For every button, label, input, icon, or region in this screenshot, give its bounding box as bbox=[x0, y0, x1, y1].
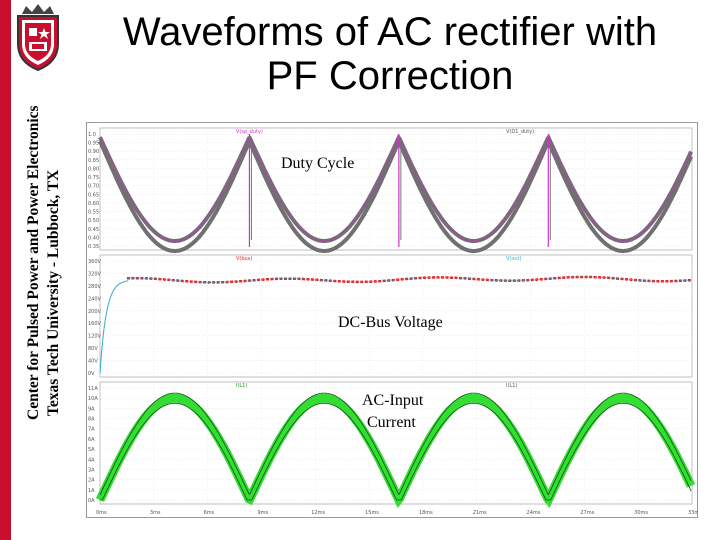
y-tick-label: 0.60 bbox=[88, 201, 99, 207]
y-tick-label: 120V bbox=[88, 334, 102, 340]
legend-entry: V(sp_duty) bbox=[236, 129, 263, 135]
y-tick-label: 200V bbox=[88, 309, 102, 315]
ac-input-current-label-line2: Current bbox=[367, 414, 416, 431]
y-tick-label: 0.75 bbox=[88, 175, 99, 181]
y-tick-label: 0.90 bbox=[88, 149, 99, 155]
y-tick-label: 6A bbox=[88, 437, 95, 443]
ac-input-current-label-line1: AC-Input bbox=[362, 392, 424, 409]
waveform-chart: 1.0 0.95 0.90 0.85 0.80 0.75 0.70 0.65 0.60 0.55 0… bbox=[86, 122, 702, 518]
slide-title-line2: PF Correction bbox=[266, 54, 514, 98]
legend-entry: V(bus) bbox=[236, 256, 252, 262]
duty-cycle-trace-lower bbox=[98, 137, 693, 253]
y-tick-label: 0V bbox=[88, 371, 95, 377]
y-tick-label: 160V bbox=[88, 321, 102, 327]
y-tick-label: 360V bbox=[88, 259, 102, 265]
x-tick-label: 27ms bbox=[580, 510, 594, 516]
waveform-chart-svg: 1.0 0.95 0.90 0.85 0.80 0.75 0.70 0.65 0.60 0.55 0… bbox=[86, 122, 702, 518]
x-tick-label: 9ms bbox=[257, 510, 268, 516]
y-tick-label: 0.55 bbox=[88, 210, 99, 216]
y-tick-label: 40V bbox=[88, 359, 98, 365]
y-tick-label: 1.0 bbox=[88, 132, 96, 138]
y-tick-label: 0.40 bbox=[88, 235, 99, 241]
x-tick-label: 12ms bbox=[311, 510, 325, 516]
x-tick-label: 18ms bbox=[419, 510, 433, 516]
y-tick-label: 8A bbox=[88, 417, 95, 423]
legend-entry: I(L1) bbox=[236, 383, 247, 389]
slide-title: Waveforms of AC rectifier with PF Correc… bbox=[80, 10, 700, 98]
x-tick-label: 33ms bbox=[688, 510, 698, 516]
university-seal-logo bbox=[12, 4, 64, 72]
y-tick-label: 4A bbox=[88, 457, 95, 463]
sidebar-vertical-caption: Center for Pulsed Power and Power Electr… bbox=[14, 72, 74, 422]
y-tick-label: 2A bbox=[88, 478, 95, 484]
x-tick-label: 30ms bbox=[634, 510, 648, 516]
y-tick-label: 0.65 bbox=[88, 192, 99, 198]
y-tick-label: 0.70 bbox=[88, 184, 99, 190]
sidebar: Center for Pulsed Power and Power Electr… bbox=[0, 0, 75, 540]
y-tick-label: 0.95 bbox=[88, 141, 99, 147]
x-tick-label: 3ms bbox=[150, 510, 161, 516]
y-tick-label: 80V bbox=[88, 346, 98, 352]
y-tick-label: 0.35 bbox=[88, 244, 99, 250]
legend-entry: I(L1) bbox=[506, 383, 517, 389]
chart-panel-1 bbox=[99, 254, 693, 378]
y-tick-label: 320V bbox=[88, 271, 102, 277]
x-tick-label: 15ms bbox=[365, 510, 379, 516]
sidebar-caption-line1: Center for Pulsed Power and Power Electr… bbox=[25, 105, 42, 420]
y-tick-label: 240V bbox=[88, 296, 102, 302]
x-tick-label: 24ms bbox=[527, 510, 541, 516]
y-tick-label: 0.85 bbox=[88, 158, 99, 164]
y-tick-label: 3A bbox=[88, 467, 95, 473]
x-tick-label: 6ms bbox=[204, 510, 215, 516]
y-tick-label: 0.45 bbox=[88, 227, 99, 233]
ac-current-band bbox=[95, 393, 696, 508]
legend-entry: V(out) bbox=[506, 256, 522, 262]
y-tick-label: 0.50 bbox=[88, 218, 99, 224]
duty-cycle-trace-magenta bbox=[99, 136, 692, 242]
y-tick-label: 11A bbox=[88, 386, 98, 392]
legend-entry: V(D1_duty) bbox=[506, 129, 534, 135]
slide-title-line1: Waveforms of AC rectifier with bbox=[122, 10, 658, 54]
dc-bus-voltage-label: DC-Bus Voltage bbox=[338, 314, 443, 331]
y-tick-label: 0A bbox=[88, 498, 95, 504]
y-tick-label: 10A bbox=[88, 396, 98, 402]
x-tick-label: 0ms bbox=[96, 510, 107, 516]
y-tick-label: 0.80 bbox=[88, 166, 99, 172]
ac-current-lower-edge bbox=[100, 402, 692, 501]
sidebar-red-stripe bbox=[0, 0, 11, 540]
y-tick-label: 7A bbox=[88, 427, 95, 433]
duty-cycle-label: Duty Cycle bbox=[281, 155, 354, 172]
dc-bus-startup-trace bbox=[99, 280, 129, 374]
ac-current-upper-edge bbox=[99, 392, 692, 496]
x-tick-label: 21ms bbox=[473, 510, 487, 516]
sidebar-caption-line2: Texas Tech University - Lubbock, TX bbox=[45, 169, 62, 416]
y-tick-label: 5A bbox=[88, 447, 95, 453]
y-tick-label: 280V bbox=[88, 284, 102, 290]
y-tick-label: 9A bbox=[88, 406, 95, 412]
y-tick-label: 1A bbox=[88, 488, 95, 494]
dc-bus-voltage-trace-overlay bbox=[126, 276, 692, 283]
